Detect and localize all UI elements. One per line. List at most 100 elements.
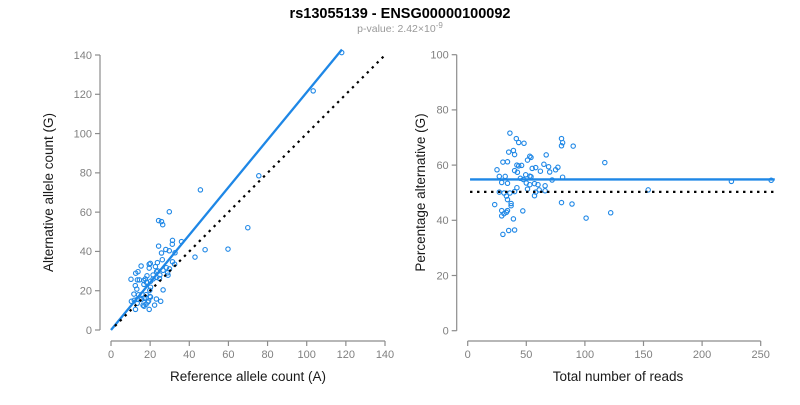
data-point: [543, 152, 549, 158]
data-point: [569, 201, 575, 207]
data-point: [583, 215, 589, 221]
data-point: [552, 167, 559, 173]
x-tick-label: 120: [337, 349, 355, 361]
data-point: [146, 306, 152, 313]
left-x-axis-title: Reference allele count (A): [170, 369, 326, 384]
x-tick-label: 150: [634, 349, 652, 361]
x-tick-label: 100: [298, 349, 316, 361]
data-point: [140, 302, 146, 309]
data-point: [524, 157, 531, 163]
data-point: [491, 201, 498, 208]
y-tick-label: 0: [443, 326, 449, 338]
y-tick-label: 100: [430, 50, 448, 62]
y-tick-label: 80: [80, 168, 92, 180]
right-x-axis-title: Total number of reads: [553, 369, 684, 384]
data-point: [166, 248, 173, 254]
y-tick-label: 20: [436, 270, 448, 282]
x-tick-label: 100: [576, 349, 594, 361]
y-tick-label: 120: [74, 89, 92, 101]
data-point: [513, 135, 520, 142]
data-point: [607, 210, 614, 216]
x-tick-label: 200: [693, 349, 711, 361]
data-point: [245, 224, 251, 231]
y-tick-label: 60: [436, 160, 448, 172]
data-point: [197, 187, 204, 193]
left-y-axis-title: Alternative allele count (G): [41, 113, 56, 272]
data-point: [202, 246, 208, 253]
x-tick-label: 20: [144, 349, 156, 361]
data-point: [157, 298, 164, 305]
data-point: [169, 237, 176, 244]
data-point: [515, 163, 522, 169]
data-point: [256, 173, 262, 179]
x-tick-label: 50: [520, 349, 532, 361]
data-point: [134, 277, 141, 283]
data-point: [147, 287, 153, 294]
data-point: [151, 302, 158, 308]
data-point: [500, 159, 506, 165]
data-point: [153, 296, 160, 302]
data-point: [138, 263, 144, 269]
data-point: [504, 180, 511, 187]
data-point: [542, 188, 548, 194]
data-point: [515, 139, 522, 146]
data-point: [529, 165, 535, 172]
data-point: [155, 217, 162, 224]
data-point: [535, 181, 541, 188]
y-tick-label: 100: [74, 128, 92, 140]
data-point: [132, 306, 139, 313]
data-point: [511, 227, 518, 233]
data-point: [645, 187, 651, 193]
data-point: [514, 169, 521, 176]
data-point: [507, 130, 513, 136]
data-point: [310, 88, 316, 94]
data-point: [508, 200, 514, 207]
x-tick-label: 0: [465, 349, 471, 361]
x-tick-label: 40: [183, 349, 195, 361]
data-point: [511, 151, 518, 158]
data-point: [500, 231, 506, 238]
data-point: [134, 286, 140, 292]
chart-title: rs13055139 - ENSG00000100092: [290, 6, 511, 22]
data-point: [138, 296, 145, 303]
data-point: [570, 143, 576, 149]
data-point: [192, 254, 198, 260]
data-point: [498, 179, 505, 186]
data-point: [531, 180, 538, 187]
data-point: [546, 169, 553, 175]
x-tick-label: 250: [752, 349, 770, 361]
identity-line: [114, 54, 386, 327]
y-tick-label: 0: [86, 325, 92, 337]
x-tick-label: 0: [108, 349, 114, 361]
data-point: [514, 184, 520, 191]
data-point: [144, 273, 150, 279]
right-y-axis-title: Percentage alternative (G): [413, 113, 428, 271]
data-point: [146, 265, 152, 271]
y-tick-label: 60: [80, 207, 92, 219]
data-point: [154, 259, 161, 266]
data-point: [528, 154, 534, 161]
data-point: [545, 164, 552, 170]
y-tick-label: 40: [436, 215, 448, 227]
data-point: [504, 159, 511, 165]
data-point: [504, 196, 511, 203]
data-point: [518, 162, 525, 169]
data-point: [158, 250, 165, 256]
data-point: [502, 173, 508, 180]
data-point: [131, 291, 137, 297]
data-point: [520, 208, 526, 214]
data-point: [164, 270, 171, 276]
left-scatter-panel: 0 20 40 60 80 100 120 140 0 20 40 60 80 100 120 140: [74, 48, 394, 361]
chart-subtitle: p-value: 2.42×10-9: [357, 21, 443, 35]
data-point: [532, 164, 539, 171]
data-point: [505, 227, 512, 234]
data-point: [527, 153, 533, 160]
data-point: [542, 183, 548, 189]
subtitle-prefix: p-value: 2.42×10: [357, 23, 436, 35]
data-point: [158, 218, 165, 225]
data-point: [159, 221, 166, 228]
data-point: [225, 246, 231, 252]
data-point: [559, 139, 566, 146]
